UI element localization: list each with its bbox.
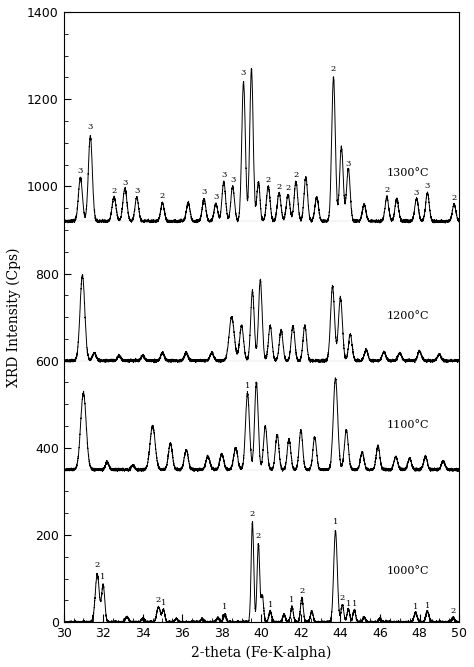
Text: 1: 1 [100,573,106,581]
Text: 2: 2 [250,510,255,518]
Text: 1300°C: 1300°C [387,167,429,177]
Text: 2: 2 [452,194,457,202]
Text: 1: 1 [425,602,430,610]
Text: 3: 3 [241,69,246,77]
Text: 3: 3 [213,193,219,201]
Text: 2: 2 [384,186,390,194]
Text: 1100°C: 1100°C [387,420,429,430]
Text: 1: 1 [333,518,338,526]
Text: 1: 1 [267,601,273,609]
Text: 2: 2 [111,187,117,195]
Text: 1: 1 [222,603,228,611]
Text: 1: 1 [352,600,357,608]
Text: 3: 3 [425,182,430,190]
Text: 2: 2 [285,184,291,192]
Text: 3: 3 [134,187,139,195]
Text: 2: 2 [160,192,165,200]
Text: 2: 2 [276,183,282,191]
Text: 2: 2 [156,596,161,604]
Text: 1200°C: 1200°C [387,311,429,321]
Text: 1: 1 [346,600,351,608]
Text: 1: 1 [413,604,418,612]
Text: 2: 2 [299,586,304,594]
Text: 3: 3 [78,167,83,175]
Text: 3: 3 [201,189,207,197]
Text: 1: 1 [161,599,166,607]
Text: 3: 3 [221,171,227,179]
Y-axis label: XRD Intensity (Cps): XRD Intensity (Cps) [7,247,21,387]
Text: 2: 2 [331,65,336,73]
X-axis label: 2-theta (Fe-K-alpha): 2-theta (Fe-K-alpha) [191,646,331,660]
Text: 1: 1 [289,596,295,604]
Text: 2: 2 [256,532,261,540]
Text: 2: 2 [95,561,100,569]
Text: 2: 2 [450,607,456,615]
Text: 2: 2 [265,176,271,184]
Text: 1000°C: 1000°C [387,566,429,576]
Text: 3: 3 [346,160,351,168]
Text: 3: 3 [122,179,128,187]
Text: 2: 2 [340,594,345,602]
Text: 3: 3 [414,189,419,197]
Text: 3: 3 [230,175,236,183]
Text: 1: 1 [245,382,250,390]
Text: 2: 2 [293,171,299,179]
Text: 3: 3 [88,123,93,131]
